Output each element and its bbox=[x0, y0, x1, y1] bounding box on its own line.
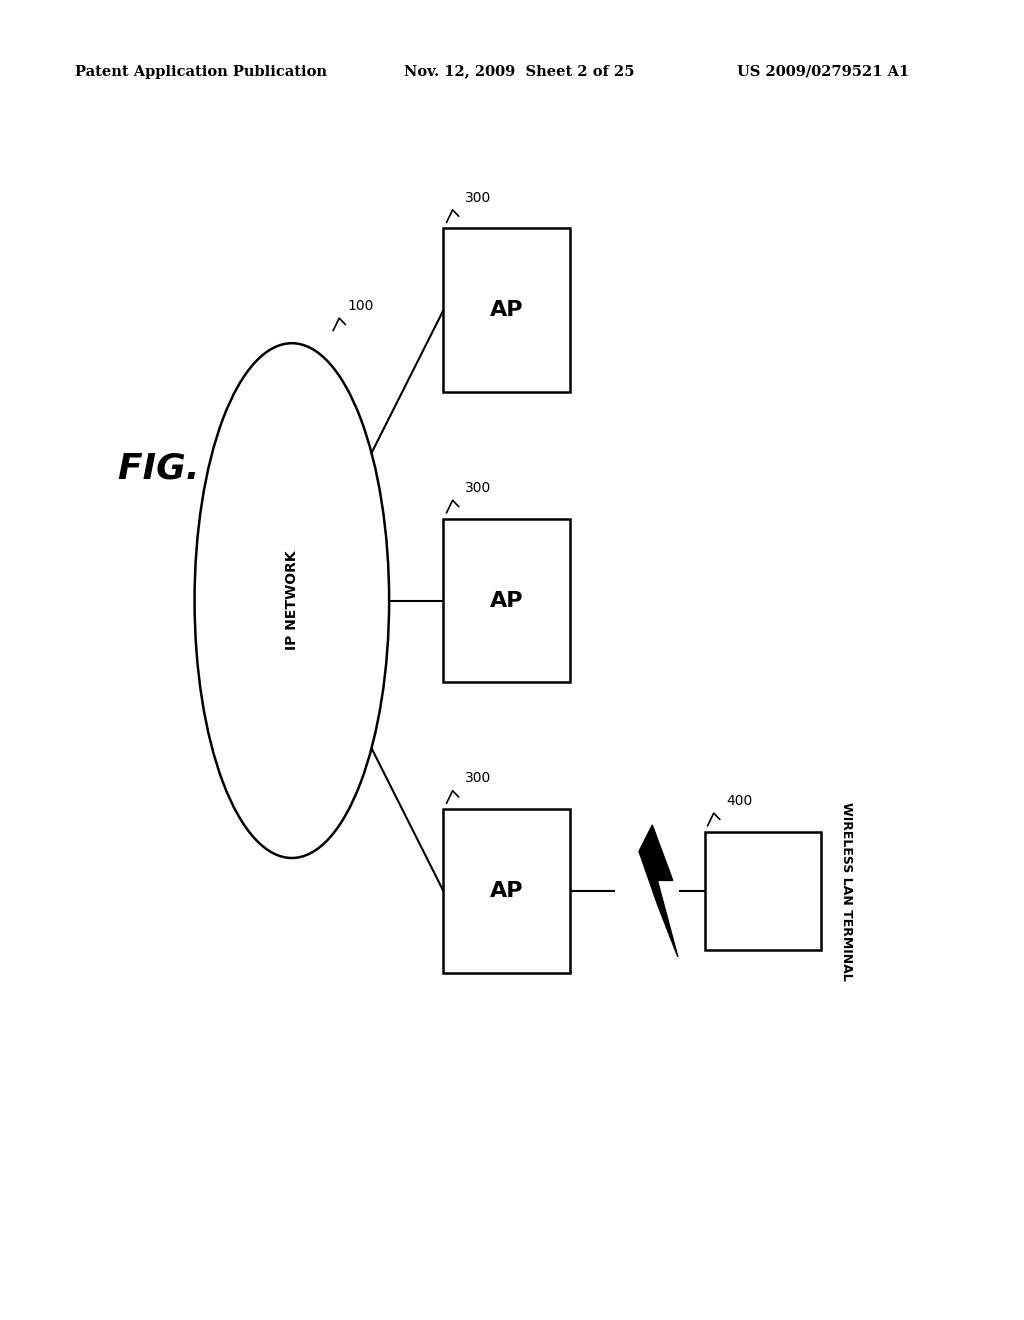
Bar bbox=[705, 832, 821, 950]
Text: 100: 100 bbox=[347, 298, 374, 313]
Text: Patent Application Publication: Patent Application Publication bbox=[75, 65, 327, 79]
Ellipse shape bbox=[195, 343, 389, 858]
Text: 300: 300 bbox=[465, 190, 492, 205]
Polygon shape bbox=[639, 825, 678, 957]
Text: IP NETWORK: IP NETWORK bbox=[285, 550, 299, 651]
Text: AP: AP bbox=[490, 590, 523, 611]
Bar bbox=[443, 228, 570, 392]
Text: FIG. 2: FIG. 2 bbox=[118, 451, 237, 486]
Text: 300: 300 bbox=[465, 771, 492, 785]
Bar bbox=[443, 809, 570, 973]
Text: AP: AP bbox=[490, 300, 523, 321]
Text: AP: AP bbox=[490, 880, 523, 902]
Text: WIRELESS LAN TERMINAL: WIRELESS LAN TERMINAL bbox=[840, 801, 853, 981]
Bar bbox=[443, 519, 570, 682]
Text: US 2009/0279521 A1: US 2009/0279521 A1 bbox=[737, 65, 909, 79]
Text: 400: 400 bbox=[726, 793, 753, 808]
Text: 300: 300 bbox=[465, 480, 492, 495]
Text: Nov. 12, 2009  Sheet 2 of 25: Nov. 12, 2009 Sheet 2 of 25 bbox=[404, 65, 635, 79]
